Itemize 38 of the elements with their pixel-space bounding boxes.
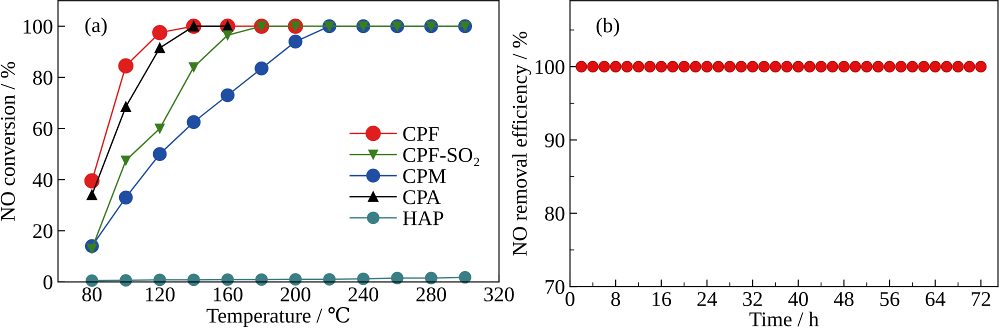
x-axis-title: Time / h bbox=[749, 312, 819, 326]
x-tick-label: 64 bbox=[926, 292, 946, 306]
annotation: (b) bbox=[596, 18, 620, 37]
y-axis-title: NO removal efficiency / % bbox=[512, 32, 532, 256]
x-tick-label: 32 bbox=[743, 292, 762, 306]
y-tick-label: 100 bbox=[536, 60, 564, 74]
y-tick-label: 100 bbox=[24, 20, 52, 34]
x-tick-label: 240 bbox=[348, 287, 378, 302]
y-tick-label: 70 bbox=[546, 280, 564, 294]
legend-label: CPF-SO₂ bbox=[403, 148, 480, 166]
x-tick-label: 48 bbox=[834, 292, 854, 306]
x-tick-label: 24 bbox=[697, 292, 718, 306]
x-tick-label: 280 bbox=[416, 287, 446, 302]
legend-label: CPA bbox=[403, 190, 441, 204]
legend-label: HAP bbox=[402, 211, 444, 226]
x-axis-title: Temperature / ℃ bbox=[206, 307, 350, 327]
legend-label: CPF bbox=[403, 126, 439, 141]
y-tick-label: 80 bbox=[545, 206, 564, 221]
x-tick-label: 72 bbox=[972, 292, 990, 306]
annotation: (a) bbox=[85, 18, 107, 36]
legend-label: CPM bbox=[403, 169, 446, 184]
x-tick-label: 8 bbox=[611, 292, 620, 306]
y-tick-label: 20 bbox=[33, 224, 52, 238]
x-tick-label: 160 bbox=[214, 287, 242, 302]
y-tick-label: 40 bbox=[32, 173, 52, 188]
x-tick-label: 80 bbox=[82, 287, 102, 302]
y-tick-label: 80 bbox=[33, 70, 52, 85]
y-tick-label: 0 bbox=[44, 275, 52, 290]
x-tick-label: 40 bbox=[788, 292, 808, 306]
x-tick-label: 320 bbox=[484, 287, 514, 302]
x-tick-label: 0 bbox=[566, 292, 574, 306]
x-tick-label: 16 bbox=[652, 292, 672, 306]
x-tick-label: 120 bbox=[146, 287, 175, 302]
y-tick-label: 90 bbox=[544, 133, 564, 148]
y-axis-title: NO conversion / % bbox=[0, 62, 15, 221]
y-tick-label: 60 bbox=[33, 122, 52, 136]
x-tick-label: 56 bbox=[880, 292, 900, 306]
x-tick-label: 200 bbox=[280, 287, 310, 302]
